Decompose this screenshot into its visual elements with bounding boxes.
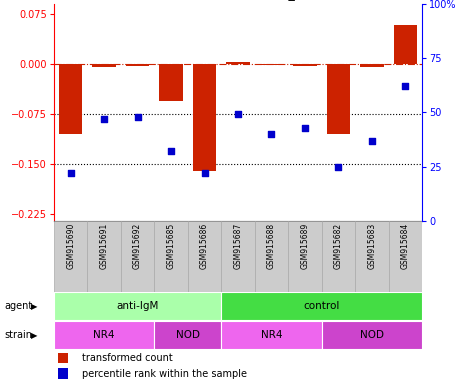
Text: GSM915685: GSM915685 — [166, 223, 175, 269]
Bar — [188, 221, 221, 292]
Bar — [54, 293, 221, 320]
Text: ▶: ▶ — [30, 302, 37, 311]
Bar — [221, 293, 422, 320]
Bar — [322, 321, 422, 349]
Bar — [322, 221, 355, 292]
Text: ▶: ▶ — [30, 331, 37, 339]
Bar — [193, 64, 216, 171]
Bar — [255, 221, 288, 292]
Text: transformed count: transformed count — [82, 353, 172, 363]
Bar — [260, 64, 283, 65]
Text: NOD: NOD — [360, 330, 384, 340]
Text: control: control — [303, 301, 340, 311]
Text: anti-IgM: anti-IgM — [116, 301, 159, 311]
Bar — [221, 221, 255, 292]
Bar — [58, 353, 68, 363]
Bar — [121, 221, 154, 292]
Bar — [221, 321, 322, 349]
Bar — [87, 221, 121, 292]
Bar — [227, 62, 250, 64]
Point — [67, 170, 75, 176]
Text: NOD: NOD — [176, 330, 200, 340]
Text: GSM915682: GSM915682 — [334, 223, 343, 269]
Bar — [92, 64, 116, 67]
Text: GSM915688: GSM915688 — [267, 223, 276, 269]
Bar — [126, 64, 149, 66]
Bar — [288, 221, 322, 292]
Text: GSM915683: GSM915683 — [367, 223, 377, 269]
Bar — [154, 321, 221, 349]
Text: GSM915691: GSM915691 — [99, 223, 109, 269]
Bar — [54, 221, 87, 292]
Point — [301, 124, 309, 131]
Bar — [59, 64, 83, 134]
Point — [134, 114, 141, 120]
Text: GSM915689: GSM915689 — [301, 223, 310, 269]
Point — [167, 148, 175, 154]
Bar — [393, 25, 417, 64]
Text: GSM915687: GSM915687 — [234, 223, 242, 269]
Text: GSM915684: GSM915684 — [401, 223, 410, 269]
Point — [234, 111, 242, 118]
Bar — [58, 368, 68, 379]
Point — [268, 131, 275, 137]
Text: NR4: NR4 — [93, 330, 115, 340]
Point — [100, 116, 108, 122]
Bar — [54, 321, 154, 349]
Bar — [327, 64, 350, 134]
Text: GSM915690: GSM915690 — [66, 223, 75, 269]
Text: GSM915686: GSM915686 — [200, 223, 209, 269]
Text: NR4: NR4 — [261, 330, 282, 340]
Bar — [355, 221, 389, 292]
Text: percentile rank within the sample: percentile rank within the sample — [82, 369, 247, 379]
Bar — [389, 221, 422, 292]
Point — [335, 164, 342, 170]
Point — [201, 170, 208, 176]
Bar — [154, 221, 188, 292]
Text: agent: agent — [5, 301, 33, 311]
Text: strain: strain — [5, 330, 33, 340]
Bar — [293, 64, 317, 66]
Text: GSM915692: GSM915692 — [133, 223, 142, 269]
Point — [401, 83, 409, 89]
Bar — [159, 64, 183, 101]
Point — [368, 137, 376, 144]
Bar — [360, 64, 384, 67]
